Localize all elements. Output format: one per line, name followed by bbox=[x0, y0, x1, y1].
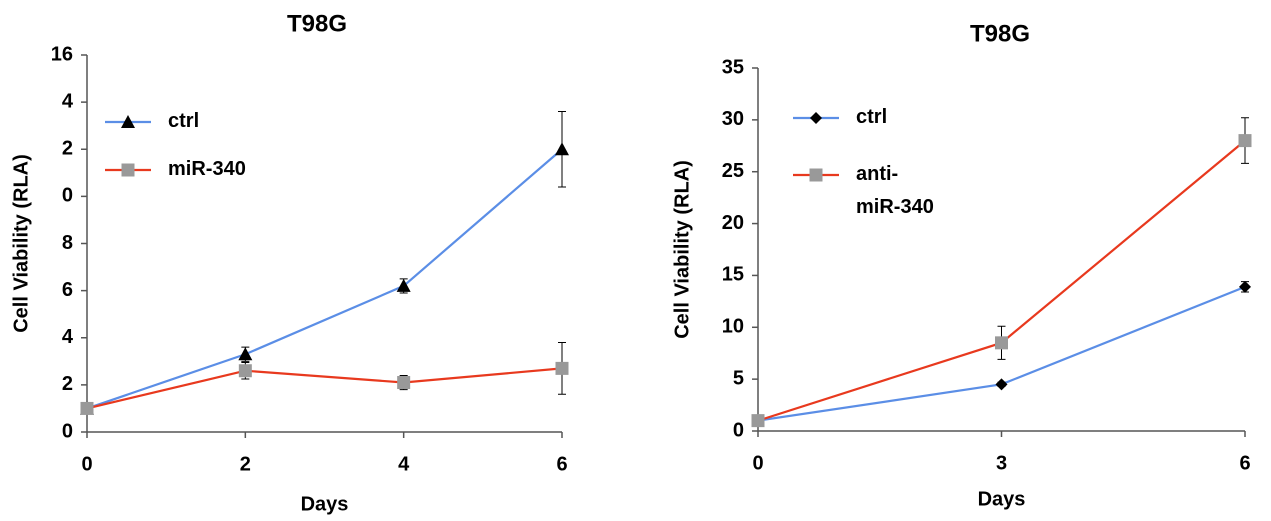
x-tick-label: 6 bbox=[556, 453, 567, 475]
x-axis-label: Days bbox=[301, 493, 349, 515]
legend-label: anti- miR-340 bbox=[856, 163, 934, 218]
y-tick-label: 0 bbox=[62, 420, 73, 442]
y-tick-label: 4 bbox=[62, 90, 74, 112]
marker bbox=[751, 414, 765, 428]
x-tick-label: 0 bbox=[752, 452, 763, 474]
x-tick-label: 6 bbox=[1239, 452, 1250, 474]
marker bbox=[995, 378, 1008, 391]
y-tick-label: 16 bbox=[51, 43, 73, 65]
x-tick-label: 2 bbox=[240, 453, 251, 475]
legend-marker bbox=[809, 168, 823, 182]
y-tick-label: 8 bbox=[62, 232, 73, 254]
y-axis-label: Cell Viability (RLA) bbox=[671, 160, 693, 339]
y-tick-label: 0 bbox=[733, 419, 744, 441]
legend-marker bbox=[121, 163, 135, 177]
line bbox=[86, 367, 563, 410]
y-tick-label: 2 bbox=[62, 138, 73, 160]
legend-marker bbox=[810, 112, 822, 124]
chart-title: T98G bbox=[287, 10, 347, 37]
y-tick-label: 10 bbox=[722, 316, 744, 338]
marker bbox=[555, 361, 569, 375]
legend-label: miR-340 bbox=[168, 158, 246, 180]
y-tick-label: 35 bbox=[722, 56, 744, 78]
y-tick-label: 15 bbox=[722, 264, 744, 286]
marker bbox=[238, 347, 253, 361]
marker bbox=[555, 142, 569, 156]
y-tick-label: 2 bbox=[62, 373, 73, 395]
marker bbox=[1239, 280, 1251, 293]
y-tick-label: 4 bbox=[62, 326, 74, 348]
chart-title: T98G bbox=[970, 20, 1030, 47]
line bbox=[86, 148, 563, 410]
x-tick-label: 3 bbox=[996, 452, 1007, 474]
y-tick-label: 20 bbox=[722, 212, 744, 234]
y-tick-label: 0 bbox=[62, 185, 73, 207]
x-axis-label: Days bbox=[978, 488, 1026, 510]
marker bbox=[238, 364, 252, 378]
marker bbox=[397, 376, 411, 390]
legend-label: ctrl bbox=[168, 110, 200, 132]
y-tick-label: 30 bbox=[722, 108, 744, 130]
marker bbox=[396, 278, 411, 292]
x-tick-label: 4 bbox=[398, 453, 410, 475]
marker bbox=[1238, 134, 1252, 148]
legend-label: ctrl bbox=[856, 106, 888, 128]
y-tick-label: 5 bbox=[733, 367, 744, 389]
legend-marker bbox=[121, 115, 135, 128]
y-axis-label: Cell Viability (RLA) bbox=[10, 154, 32, 333]
x-tick-label: 0 bbox=[81, 453, 92, 475]
y-tick-label: 25 bbox=[722, 160, 744, 182]
y-tick-label: 6 bbox=[62, 279, 73, 301]
marker bbox=[80, 401, 94, 415]
marker bbox=[995, 336, 1008, 350]
